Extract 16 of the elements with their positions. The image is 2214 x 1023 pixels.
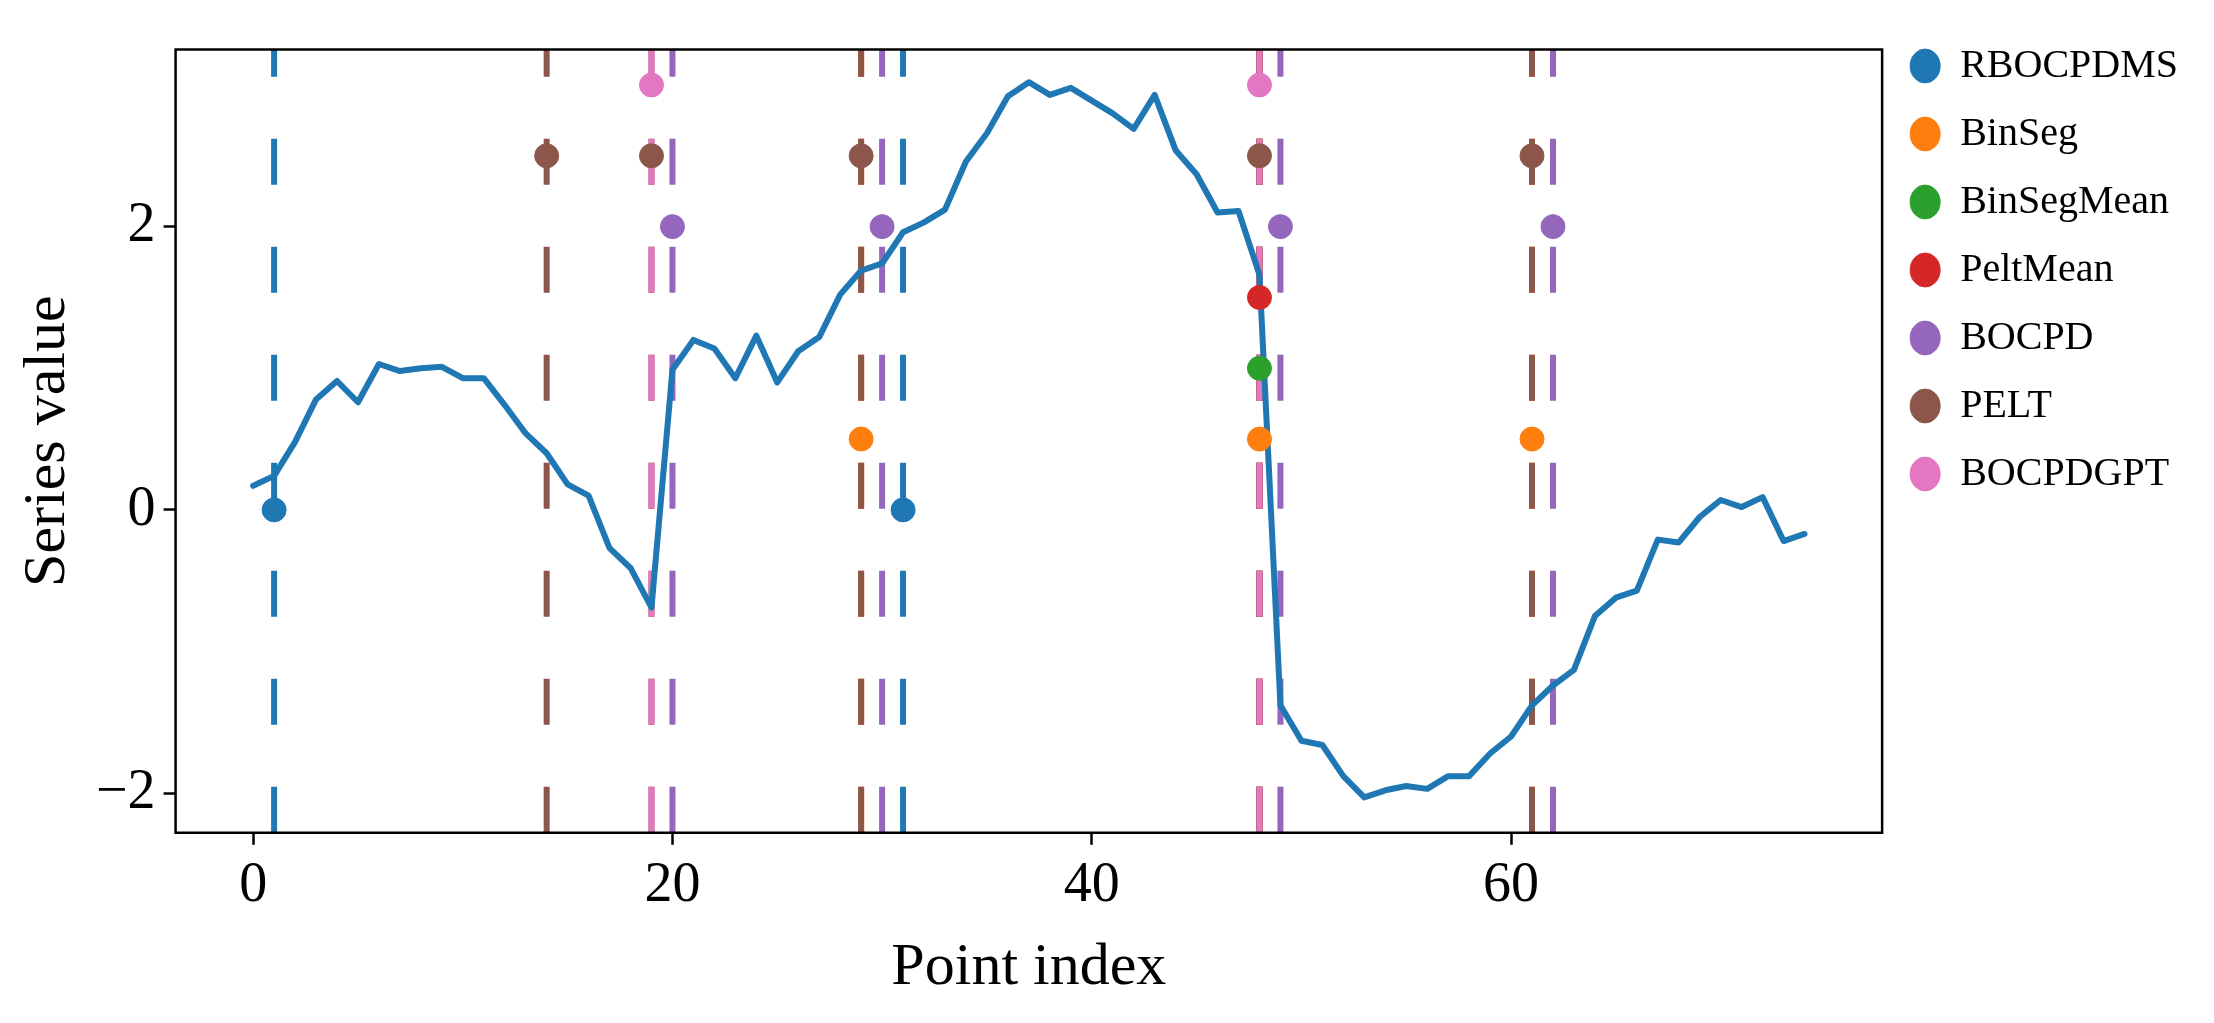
legend-label: BinSegMean: [1960, 176, 2169, 222]
x-tick-label: 60: [1483, 851, 1540, 914]
y-tick-label: 2: [127, 191, 156, 254]
legend-label: BOCPD: [1960, 312, 2094, 358]
legend-label: PeltMean: [1960, 244, 2114, 290]
legend-label: PELT: [1960, 380, 2052, 426]
y-axis-title: Series value: [10, 295, 77, 587]
x-tick-label: 20: [644, 851, 701, 914]
x-tick-label: 40: [1063, 851, 1120, 914]
x-tick-label: 0: [239, 851, 268, 914]
legend-label: RBOCPDMS: [1960, 40, 2178, 86]
legend-label: BOCPDGPT: [1960, 448, 2170, 494]
legend-label: BinSeg: [1960, 108, 2078, 154]
y-tick-label: −2: [95, 757, 156, 820]
x-axis-title: Point index: [891, 930, 1167, 997]
y-tick-label: 0: [127, 474, 156, 537]
